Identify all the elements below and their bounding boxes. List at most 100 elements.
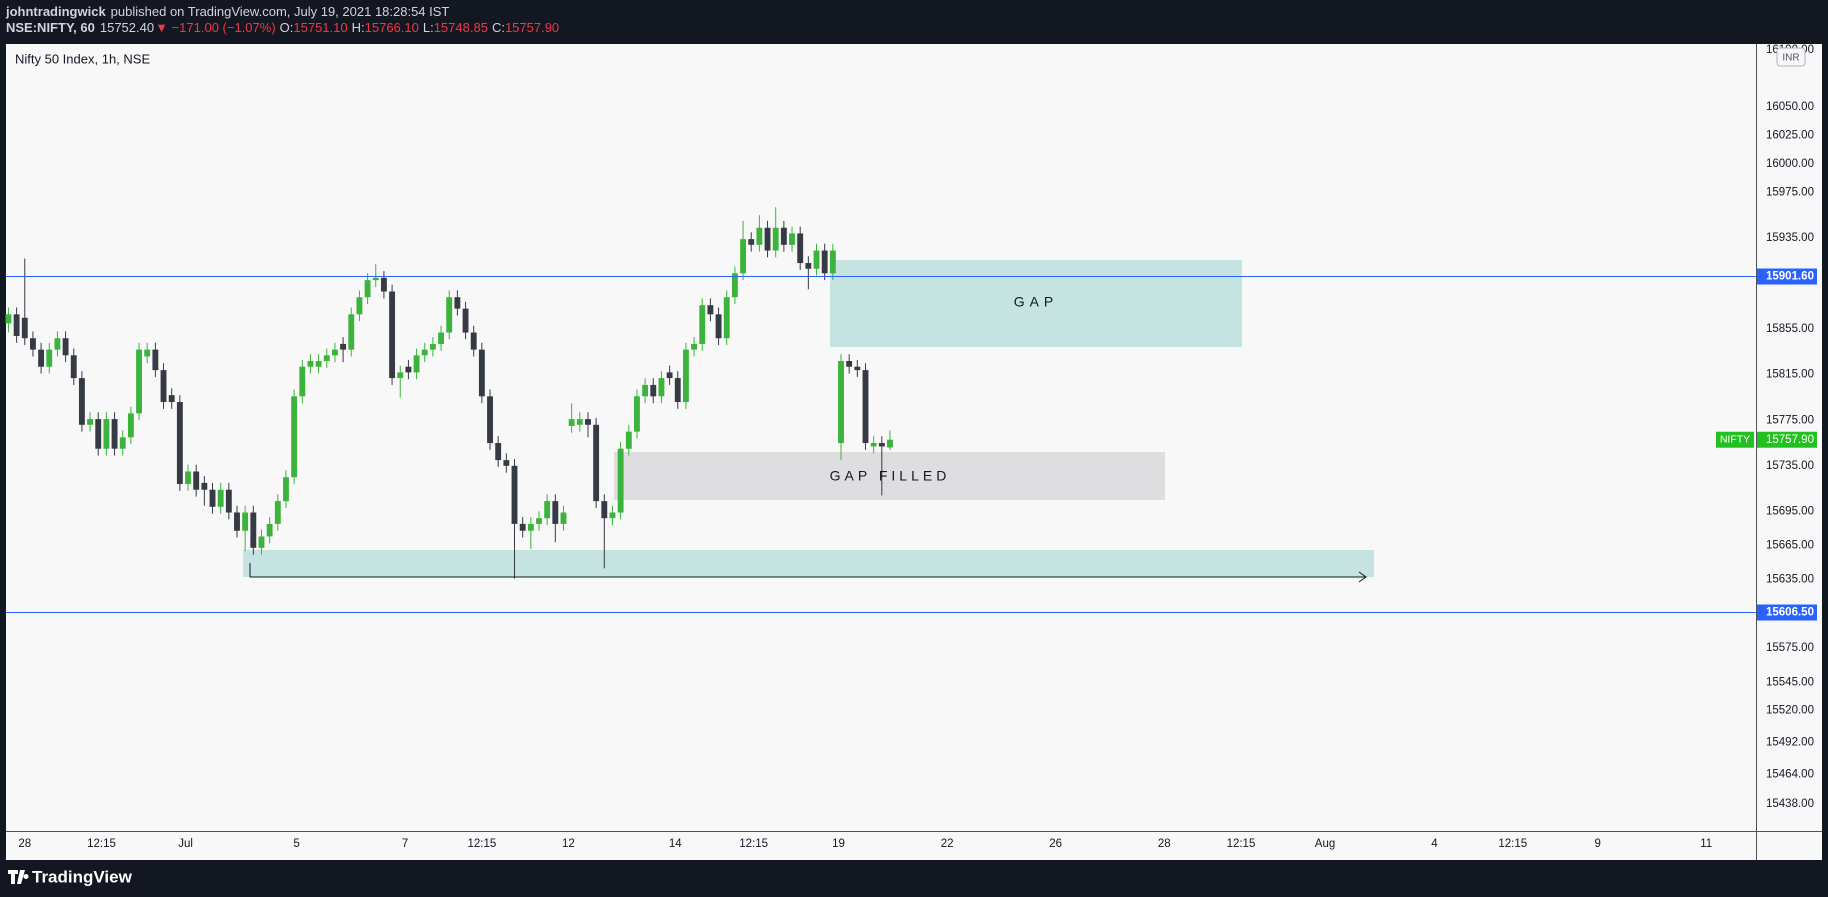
- candle-body: [54, 338, 61, 350]
- candle-body: [283, 477, 289, 502]
- candle-body: [519, 523, 526, 531]
- candle-body: [813, 250, 820, 269]
- candle-body: [103, 419, 110, 449]
- candle-body: [707, 305, 714, 315]
- y-tick-label: 15695.00: [1766, 505, 1814, 517]
- candle-body: [634, 396, 640, 432]
- candle-body: [372, 277, 379, 281]
- candle-body: [478, 349, 485, 397]
- candle-body: [527, 523, 534, 531]
- candle-body: [111, 419, 118, 449]
- candle-body: [593, 424, 600, 502]
- change: ▼ −171.00 (−1.07%): [155, 20, 276, 35]
- y-tick-label: 15545.00: [1766, 676, 1814, 688]
- x-tick-label: Jul: [178, 838, 193, 850]
- candle-body: [625, 431, 632, 449]
- y-tick-label: 15935.00: [1766, 232, 1814, 244]
- y-tick-label: 15520.00: [1766, 705, 1814, 717]
- candle-body: [642, 384, 649, 397]
- horizontal-line-label: 15606.50: [1766, 607, 1814, 619]
- candle-body: [323, 355, 330, 362]
- symbol-label: NIFTY: [1720, 434, 1750, 446]
- candle-body: [364, 280, 371, 298]
- horizontal-line-tag: [1757, 268, 1817, 285]
- candle-body: [405, 366, 412, 373]
- candle-body: [454, 297, 461, 309]
- candle-body: [682, 349, 689, 403]
- candle-body: [38, 349, 45, 367]
- candle-body: [854, 366, 861, 371]
- y-tick-label: 15735.00: [1766, 460, 1814, 472]
- candle-body: [878, 443, 885, 447]
- y-tick-label: 15492.00: [1766, 737, 1814, 749]
- candle-body: [870, 443, 877, 447]
- chart-title: Nifty 50 Index, 1h, NSE: [15, 51, 150, 66]
- y-tick-label: 16025.00: [1766, 130, 1814, 142]
- candle-body: [699, 305, 706, 344]
- candle-body: [209, 489, 216, 507]
- y-tick-label: 15464.00: [1766, 769, 1814, 781]
- price: 15752.40: [100, 20, 154, 35]
- candle-body: [838, 361, 844, 444]
- candle-body: [397, 372, 404, 379]
- candle-body: [862, 370, 869, 444]
- candle-body: [46, 349, 53, 367]
- candle-body: [136, 349, 142, 414]
- candle-body: [5, 314, 12, 324]
- x-tick-label: Aug: [1315, 838, 1335, 850]
- candle-body: [429, 343, 436, 350]
- y-tick-label: 15438.00: [1766, 798, 1814, 810]
- candle-body: [715, 314, 722, 339]
- y-tick-label: 15635.00: [1766, 574, 1814, 586]
- candle-body: [772, 227, 779, 251]
- x-tick-label: 7: [402, 838, 408, 850]
- candle-body: [585, 419, 591, 425]
- candle-body: [274, 501, 281, 524]
- candle-body: [176, 402, 183, 485]
- ohlc-value: 15751.10: [293, 20, 347, 35]
- candle-body: [503, 460, 510, 466]
- candle-body: [560, 512, 567, 524]
- x-tick-label: 5: [293, 838, 299, 850]
- candle-body: [340, 343, 347, 350]
- candle-body: [315, 361, 322, 367]
- y-tick-label: 15575.00: [1766, 642, 1814, 654]
- candle-body: [568, 419, 575, 426]
- candle-body: [674, 378, 681, 403]
- x-tick-label: 28: [18, 838, 31, 850]
- axes: 16100.0016050.0016025.0016000.0015975.00…: [6, 44, 1817, 850]
- candle-body: [250, 512, 257, 548]
- y-tick-label: 15815.00: [1766, 369, 1814, 381]
- candle-body: [789, 233, 795, 245]
- candle-body: [307, 361, 314, 367]
- last-price-tag: [1757, 431, 1817, 448]
- y-tick-label: 15665.00: [1766, 540, 1814, 552]
- x-tick-label: 12:15: [467, 838, 496, 850]
- candle-body: [95, 419, 102, 449]
- candle-body: [348, 314, 355, 350]
- header-line-1: johntradingwick published on TradingView.…: [5, 4, 449, 19]
- candle-body: [87, 419, 94, 425]
- symbol: NSE:NIFTY, 60: [6, 20, 95, 35]
- candle-body: [152, 349, 159, 371]
- candle-body: [805, 263, 812, 269]
- candle-body: [380, 277, 387, 292]
- arrow-head: [1358, 571, 1367, 583]
- candle-body: [617, 448, 624, 513]
- x-tick-label: 14: [669, 838, 682, 850]
- last-price-label: 15757.90: [1766, 434, 1814, 446]
- gap-zone: [830, 260, 1242, 347]
- candle-body: [552, 501, 559, 524]
- candle-body: [201, 482, 208, 490]
- x-tick-label: 4: [1431, 838, 1438, 850]
- candle-body: [21, 317, 28, 339]
- candle-body: [185, 471, 191, 485]
- candle-body: [723, 297, 730, 339]
- x-tick-label: 12:15: [1498, 838, 1527, 850]
- currency: INR: [1782, 53, 1799, 64]
- horizontal-line-label: 15901.60: [1766, 271, 1814, 283]
- y-tick-label: 15775.00: [1766, 414, 1814, 426]
- x-tick-label: 9: [1594, 838, 1600, 850]
- ohlc-key: O:: [280, 20, 294, 35]
- candle-body: [887, 439, 893, 448]
